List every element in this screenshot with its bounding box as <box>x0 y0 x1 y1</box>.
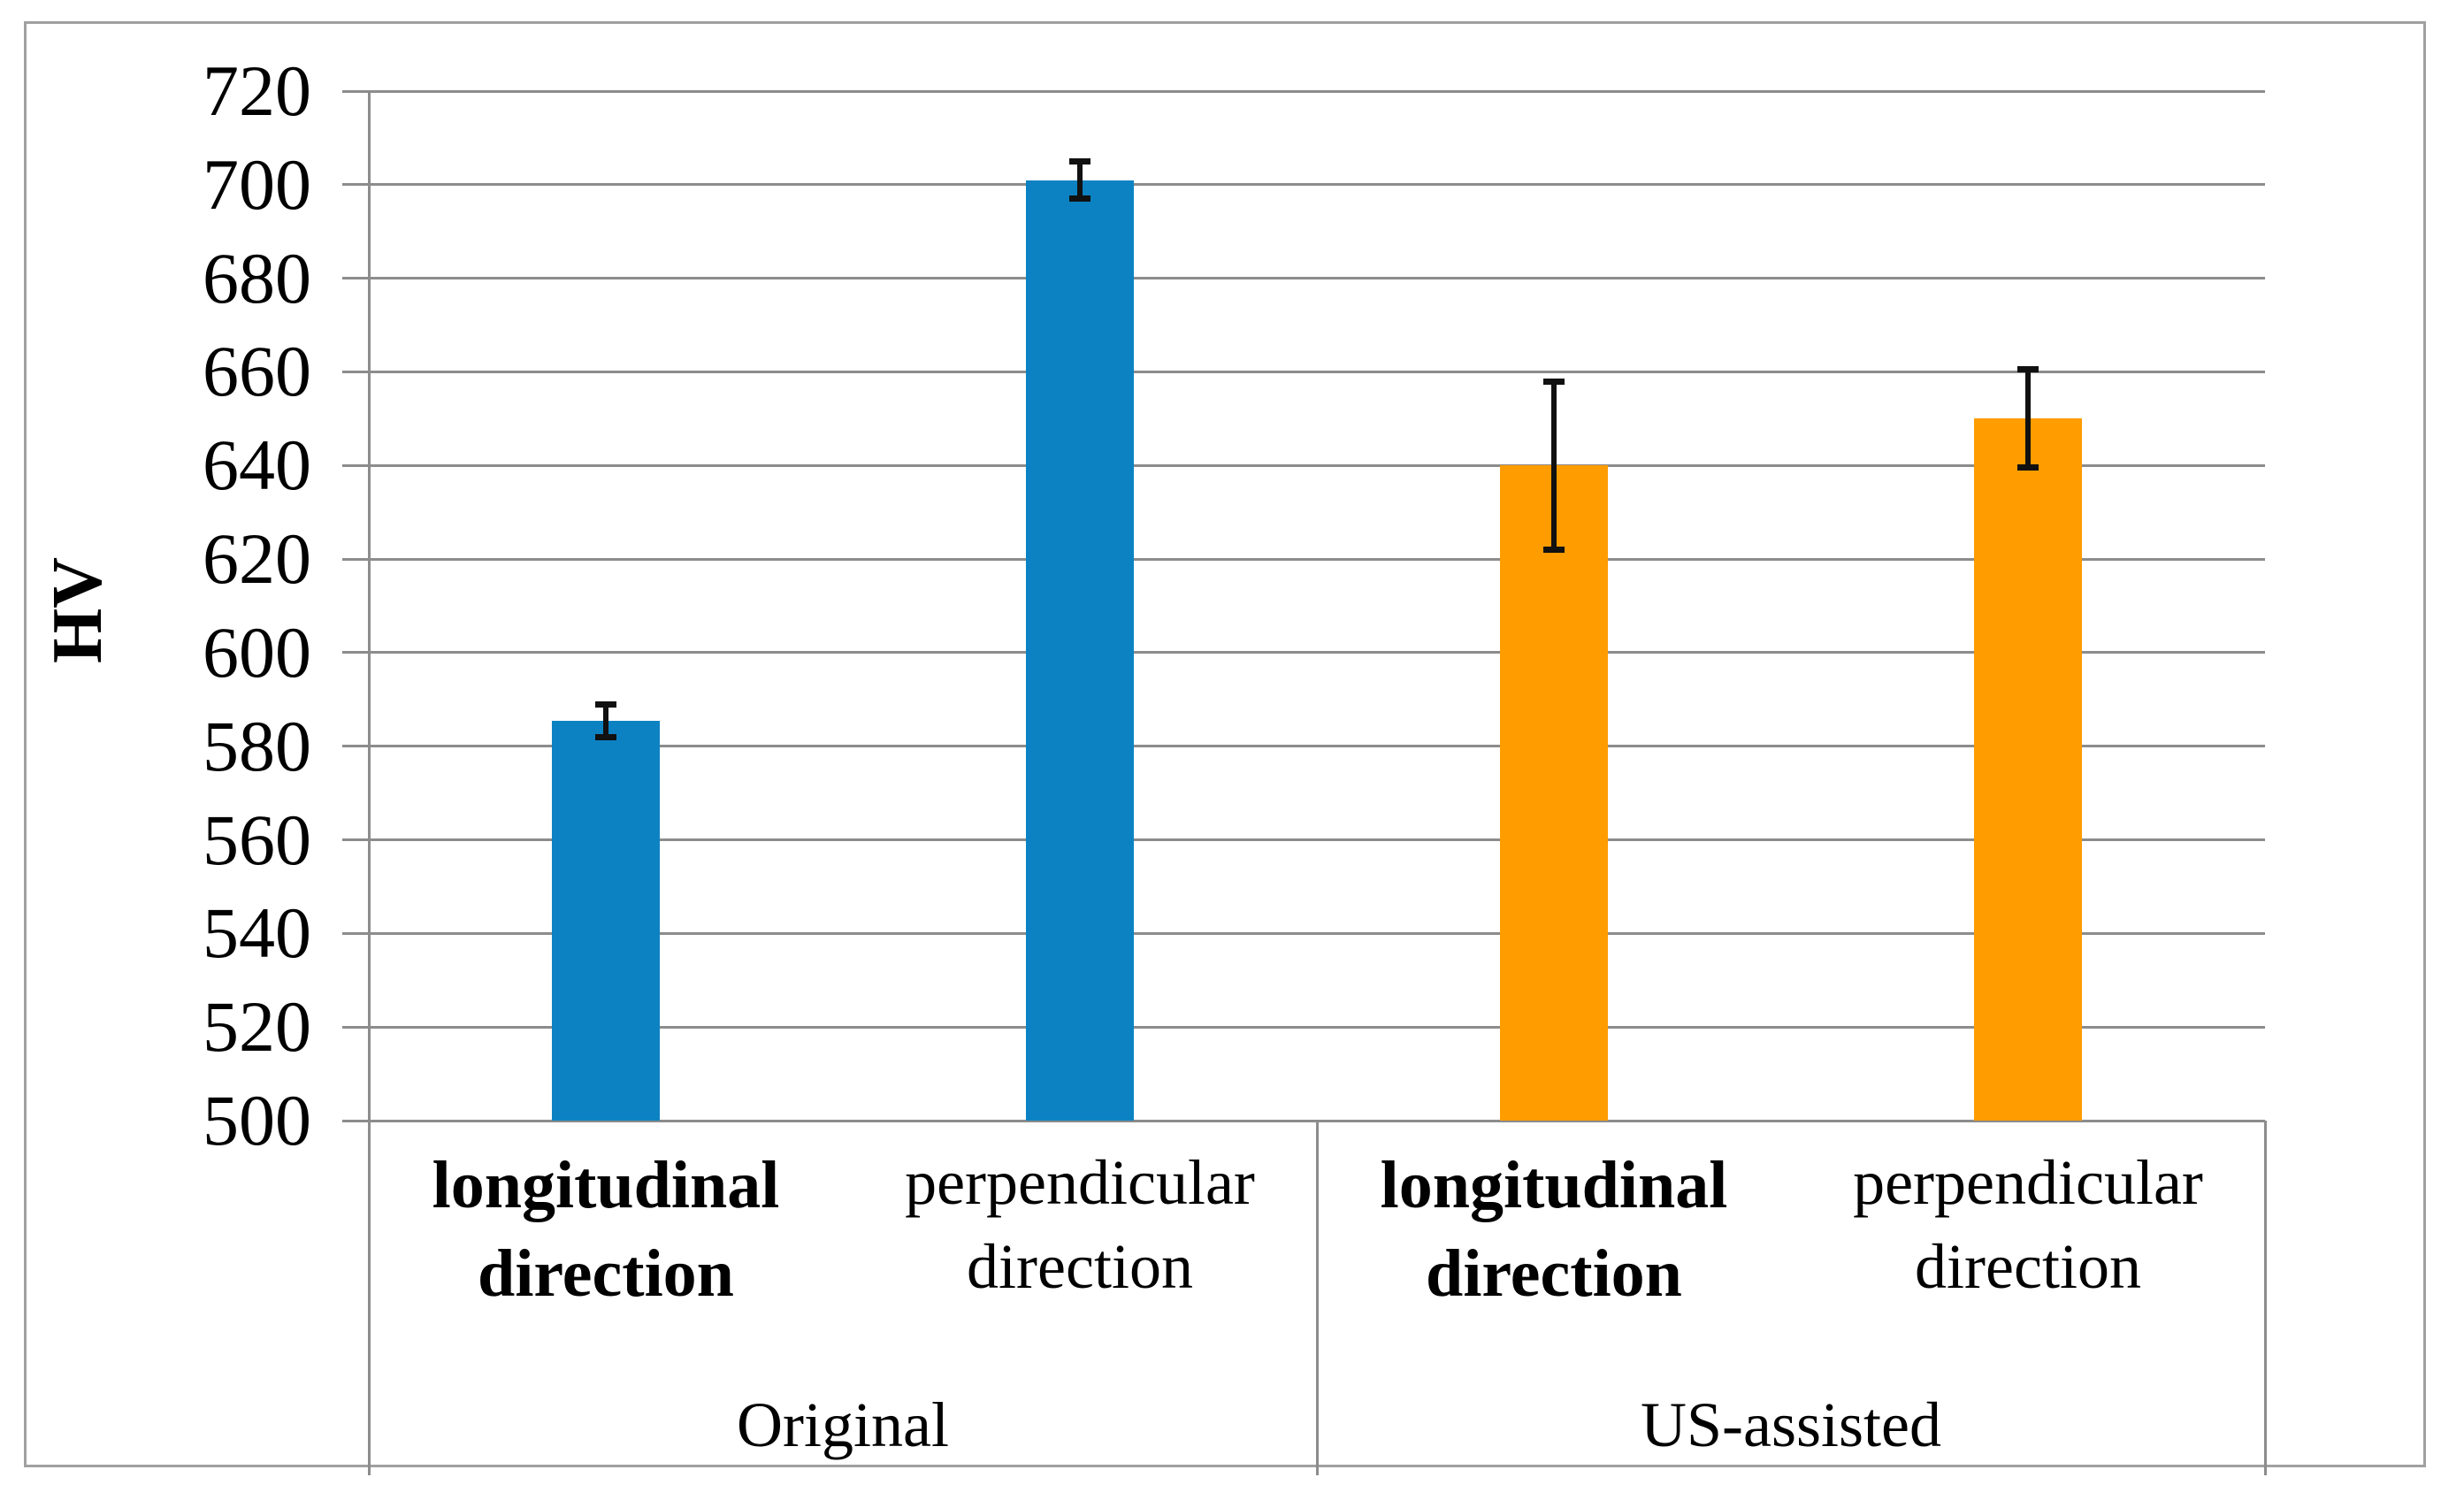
y-axis-tick-label: 520 <box>203 986 311 1068</box>
y-axis-tick <box>342 1025 376 1029</box>
error-bar-cap-bottom <box>1543 547 1565 553</box>
category-label: perpendicular direction <box>905 1147 1255 1303</box>
y-axis-tick <box>342 183 376 187</box>
y-axis-tick-label: 680 <box>203 237 311 318</box>
category-divider <box>367 1121 371 1475</box>
error-bar-cap-top <box>1543 378 1565 385</box>
y-axis-tick <box>342 745 376 748</box>
bar <box>1974 418 2082 1121</box>
group-label: Original <box>737 1389 949 1460</box>
category-divider <box>2263 1121 2267 1475</box>
y-axis-tick <box>342 557 376 561</box>
y-axis-tick <box>342 1119 376 1122</box>
gridline <box>369 838 2265 842</box>
category-label: longitudinal direction <box>432 1148 780 1312</box>
gridline <box>369 89 2265 93</box>
bar <box>1500 465 1608 1121</box>
y-axis-tick <box>342 277 376 280</box>
gridline <box>369 1025 2265 1029</box>
error-bar-cap-top <box>1069 157 1090 165</box>
y-axis-tick-label: 720 <box>203 50 311 131</box>
y-axis-tick-label: 540 <box>203 892 311 974</box>
gridline <box>369 183 2265 187</box>
gridline <box>369 277 2265 280</box>
y-axis-tick-label: 620 <box>203 518 311 600</box>
error-bar-cap-bottom <box>595 733 616 740</box>
category-label: longitudinal direction <box>1380 1148 1728 1312</box>
gridline <box>369 557 2265 561</box>
gridline <box>369 370 2265 373</box>
y-axis-tick-label: 640 <box>203 425 311 506</box>
error-bar-line <box>603 704 608 738</box>
error-bar-line <box>1551 381 1557 550</box>
gridline <box>369 745 2265 748</box>
y-axis-tick <box>342 651 376 654</box>
y-axis-tick <box>342 931 376 935</box>
y-axis-tick-label: 660 <box>203 331 311 412</box>
figure-border <box>24 21 2426 1467</box>
gridline <box>369 463 2265 467</box>
y-axis-tick <box>342 838 376 842</box>
bar <box>552 720 660 1121</box>
error-bar-cap-bottom <box>1069 195 1090 203</box>
gridline <box>369 651 2265 654</box>
y-axis-tick <box>342 89 376 93</box>
bar <box>1026 180 1134 1121</box>
category-divider <box>1315 1121 1319 1475</box>
y-axis-tick <box>342 370 376 373</box>
y-axis-tick-label: 500 <box>203 1080 311 1160</box>
error-bar-cap-top <box>595 700 616 708</box>
gridline <box>369 931 2265 935</box>
error-bar-line <box>1077 161 1083 199</box>
category-label: perpendicular direction <box>1853 1147 2203 1303</box>
y-axis-tick <box>342 463 376 467</box>
error-bar-line <box>2025 369 2031 468</box>
y-axis-tick-label: 560 <box>203 799 311 880</box>
error-bar-cap-top <box>2017 366 2039 373</box>
y-axis-tick-label: 580 <box>203 705 311 786</box>
error-bar-cap-bottom <box>2017 464 2039 471</box>
y-axis-tick-label: 700 <box>203 143 311 225</box>
y-axis-tick-label: 600 <box>203 611 311 693</box>
y-axis-line <box>367 90 371 1121</box>
group-label: US-assisted <box>1641 1389 1941 1460</box>
